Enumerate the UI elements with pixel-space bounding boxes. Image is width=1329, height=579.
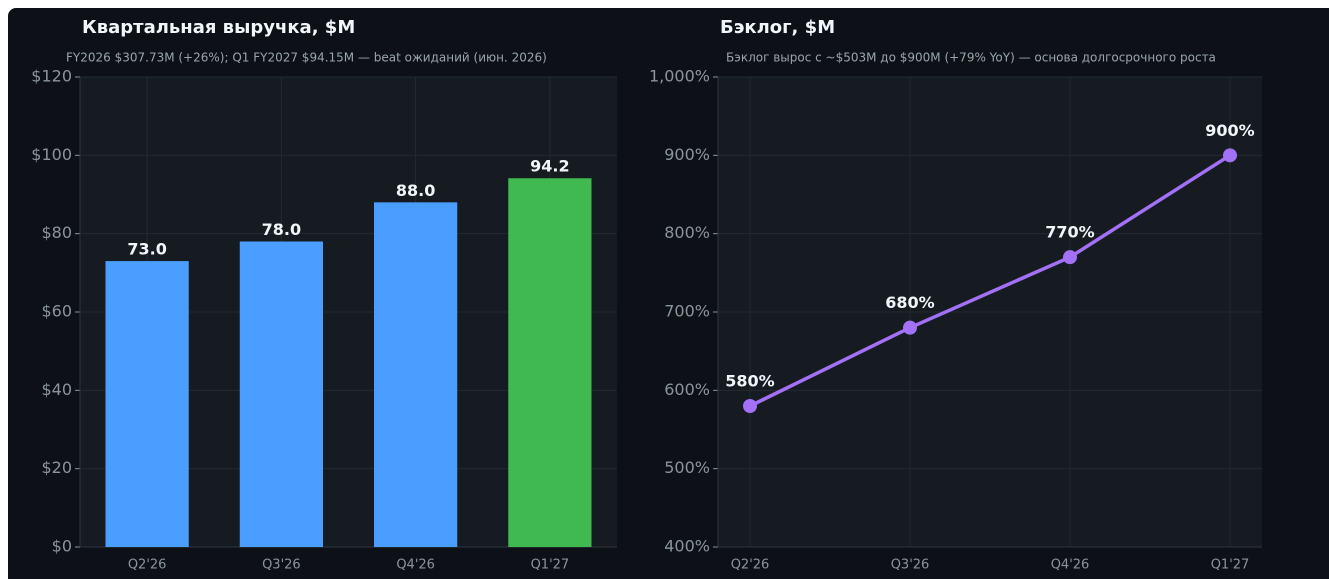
data-label: 73.0 (127, 240, 166, 259)
data-label: 580% (725, 372, 774, 391)
x-tick-label: Q4'26 (396, 558, 435, 573)
y-tick-label: 700% (664, 302, 710, 321)
y-tick-label: $100 (31, 145, 72, 164)
x-tick-label: Q1'27 (531, 558, 570, 573)
y-tick-label: $0 (52, 537, 72, 556)
data-label: 770% (1045, 223, 1094, 242)
y-tick-label: $60 (41, 302, 72, 321)
x-tick-label: Q3'26 (262, 558, 301, 573)
x-tick-label: Q2'26 (731, 558, 770, 573)
y-tick-label: $80 (41, 223, 72, 242)
data-label: 900% (1205, 121, 1254, 140)
point (903, 320, 917, 335)
x-tick-label: Q3'26 (891, 558, 930, 573)
point (1063, 250, 1077, 265)
bar (239, 241, 323, 547)
data-label: 680% (885, 293, 934, 312)
y-tick-label: $120 (31, 67, 72, 86)
line (749, 153, 1231, 408)
chart-title: Квартальная выручка, $M (82, 17, 355, 38)
bar (105, 261, 189, 547)
bar (508, 178, 592, 547)
chart-title: Бэклог, $M (720, 17, 835, 38)
data-label: 78.0 (262, 220, 301, 239)
y-tick-label: $40 (41, 380, 72, 399)
chart-subtitle: FY2026 $307.73M (+26%); Q1 FY2027 $94.15… (66, 51, 547, 65)
chart-subtitle: Бэклог вырос с ~$503M до $900M (+79% YoY… (726, 51, 1216, 65)
y-tick-label: $20 (41, 458, 72, 477)
point (1223, 148, 1237, 163)
bar (374, 202, 458, 548)
y-tick-label: 900% (664, 145, 710, 164)
point (743, 399, 757, 413)
y-tick-label: 800% (664, 223, 710, 242)
y-tick-label: 500% (664, 458, 710, 477)
x-tick-label: Q4'26 (1051, 558, 1090, 573)
y-tick-label: 1,000% (649, 67, 710, 86)
data-label: 94.2 (530, 157, 569, 176)
y-tick-label: 600% (664, 380, 710, 399)
x-tick-label: Q2'26 (128, 558, 167, 573)
y-tick-label: 400% (664, 537, 710, 556)
x-tick-label: Q1'27 (1211, 558, 1250, 573)
data-label: 88.0 (396, 181, 435, 200)
